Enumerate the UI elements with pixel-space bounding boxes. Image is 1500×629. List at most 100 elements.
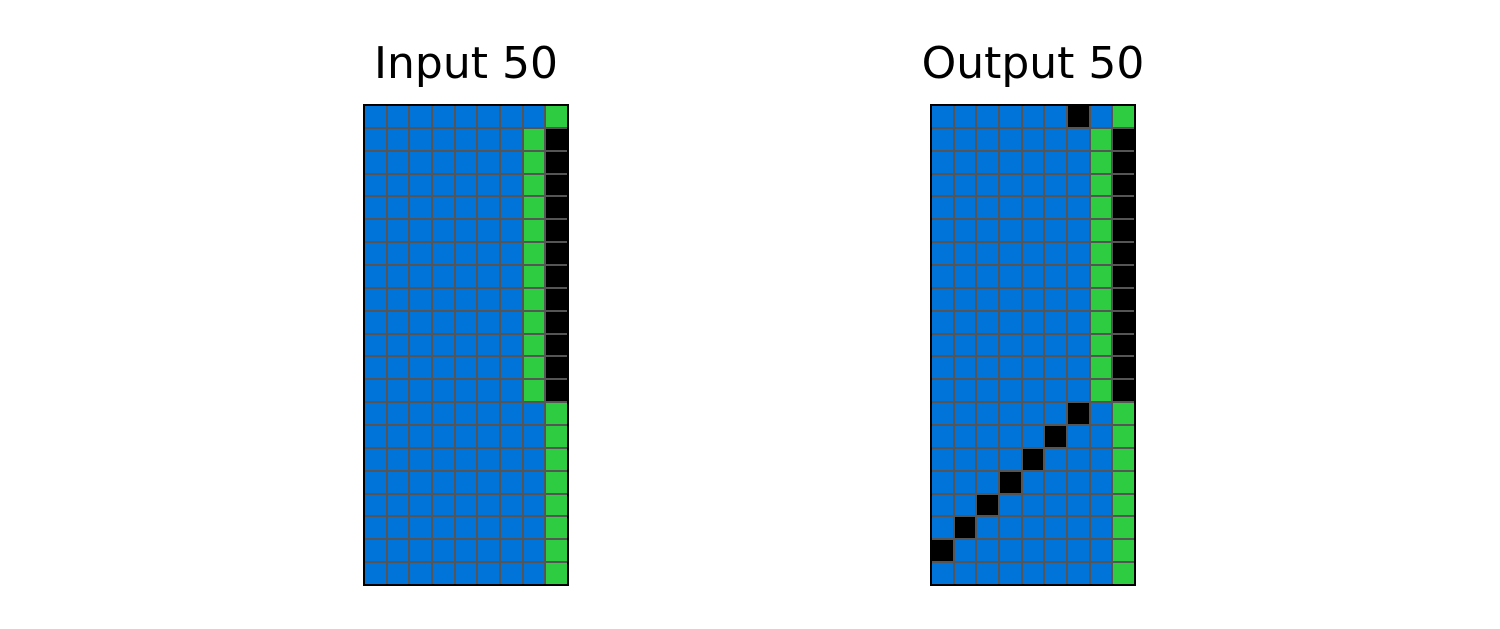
grid-cell — [410, 174, 431, 196]
grid-cell — [500, 517, 522, 539]
grid-cell — [1067, 357, 1089, 379]
grid-cell — [977, 357, 998, 379]
grid-cell — [1045, 517, 1066, 539]
grid-cell — [1067, 471, 1089, 493]
grid-cell — [1045, 380, 1066, 402]
grid-cell — [546, 494, 567, 516]
grid-cell — [1113, 471, 1134, 493]
grid-cell — [1113, 448, 1134, 470]
grid-cell — [455, 220, 477, 242]
grid-cell — [478, 563, 499, 584]
grid-cell — [999, 106, 1021, 127]
grid-cell — [954, 448, 976, 470]
grid-cell — [954, 380, 976, 402]
grid-cell — [523, 426, 545, 447]
grid-cell — [410, 426, 431, 447]
grid-cell — [432, 151, 454, 173]
input-grid — [363, 104, 569, 586]
grid-cell — [932, 403, 953, 424]
grid-cell — [1113, 288, 1134, 310]
grid-cell — [954, 197, 976, 219]
grid-cell — [1045, 334, 1066, 356]
grid-cell — [365, 266, 386, 287]
grid-cell — [977, 471, 998, 493]
grid-cell — [1067, 380, 1089, 402]
grid-cell — [500, 288, 522, 310]
grid-cell — [500, 197, 522, 219]
grid-cell — [523, 563, 545, 584]
grid-cell — [1022, 106, 1044, 127]
grid-cell — [523, 471, 545, 493]
grid-cell — [500, 334, 522, 356]
grid-cell — [1090, 128, 1112, 150]
grid-cell — [500, 403, 522, 424]
grid-cell — [500, 128, 522, 150]
grid-cell — [932, 540, 953, 562]
grid-cell — [1090, 106, 1112, 127]
grid-cell — [1022, 197, 1044, 219]
grid-cell — [432, 494, 454, 516]
grid-cell — [410, 403, 431, 424]
grid-cell — [999, 311, 1021, 333]
grid-cell — [546, 471, 567, 493]
grid-cell — [1113, 334, 1134, 356]
grid-cell — [1022, 494, 1044, 516]
grid-cell — [932, 311, 953, 333]
grid-cell — [410, 380, 431, 402]
grid-cell — [523, 380, 545, 402]
grid-cell — [1045, 403, 1066, 424]
grid-cell — [1090, 311, 1112, 333]
grid-cell — [1067, 563, 1089, 584]
grid-cell — [954, 288, 976, 310]
grid-cell — [1045, 288, 1066, 310]
grid-cell — [523, 311, 545, 333]
grid-cell — [546, 174, 567, 196]
grid-cell — [387, 220, 409, 242]
grid-cell — [387, 266, 409, 287]
grid-cell — [1067, 197, 1089, 219]
grid-cell — [523, 540, 545, 562]
grid-cell — [932, 128, 953, 150]
grid-cell — [1090, 380, 1112, 402]
grid-cell — [1067, 426, 1089, 447]
grid-cell — [1045, 448, 1066, 470]
grid-cell — [523, 448, 545, 470]
grid-cell — [999, 426, 1021, 447]
grid-cell — [432, 471, 454, 493]
grid-cell — [455, 471, 477, 493]
grid-cell — [1067, 540, 1089, 562]
grid-cell — [1090, 563, 1112, 584]
grid-cell — [932, 151, 953, 173]
grid-cell — [932, 288, 953, 310]
grid-cell — [478, 311, 499, 333]
grid-cell — [387, 106, 409, 127]
grid-cell — [999, 220, 1021, 242]
grid-cell — [932, 494, 953, 516]
grid-cell — [455, 357, 477, 379]
grid-cell — [478, 266, 499, 287]
grid-cell — [500, 174, 522, 196]
grid-cell — [478, 220, 499, 242]
grid-cell — [1090, 334, 1112, 356]
grid-cell — [365, 540, 386, 562]
grid-cell — [478, 243, 499, 264]
grid-cell — [478, 517, 499, 539]
grid-cell — [387, 128, 409, 150]
grid-cell — [546, 220, 567, 242]
grid-cell — [455, 106, 477, 127]
grid-cell — [999, 334, 1021, 356]
grid-cell — [1113, 517, 1134, 539]
grid-cell — [523, 243, 545, 264]
grid-cell — [500, 243, 522, 264]
grid-cell — [1067, 106, 1089, 127]
grid-cell — [365, 151, 386, 173]
grid-cell — [932, 220, 953, 242]
grid-cell — [455, 151, 477, 173]
grid-cell — [365, 243, 386, 264]
grid-cell — [546, 334, 567, 356]
grid-cell — [432, 266, 454, 287]
grid-cell — [365, 334, 386, 356]
grid-cell — [387, 151, 409, 173]
grid-cell — [954, 266, 976, 287]
grid-cell — [999, 517, 1021, 539]
